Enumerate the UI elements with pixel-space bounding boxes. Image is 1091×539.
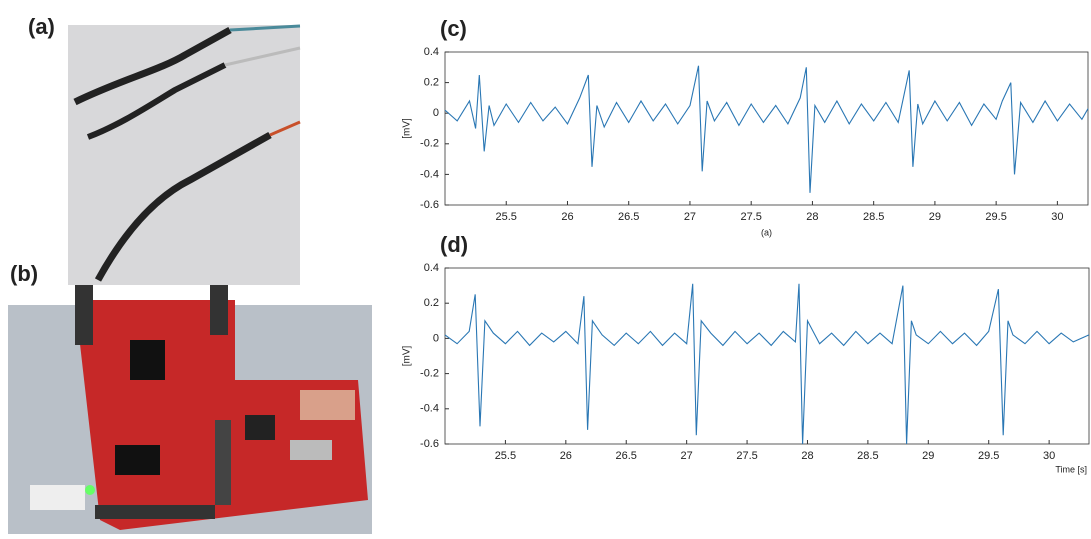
y-axis-label: [mV]	[402, 118, 413, 139]
chart-title: (d)	[440, 232, 468, 257]
x-tick-label: 26.5	[618, 211, 639, 223]
x-tick-label: 29.5	[978, 450, 999, 462]
photo-sensors: (a)	[28, 14, 301, 285]
panel-label: (a)	[28, 14, 55, 39]
y-tick-label: 0	[433, 332, 439, 344]
photo-board: (b)	[8, 261, 372, 534]
chart-title: (c)	[440, 16, 467, 41]
x-tick-label: 26	[560, 450, 572, 462]
x-tick-label: 29	[929, 211, 941, 223]
signal-line	[444, 283, 1090, 445]
x-tick-label: 25.5	[495, 450, 516, 462]
y-tick-label: -0.2	[420, 368, 439, 380]
panel-label: (b)	[10, 261, 38, 286]
y-tick-label: -0.4	[420, 168, 439, 180]
y-axis-label: [mV]	[402, 346, 413, 367]
y-tick-label: 0.2	[424, 297, 439, 309]
x-tick-label: 27	[681, 450, 693, 462]
x-tick-label: 28	[806, 211, 818, 223]
signal-line	[444, 65, 1089, 193]
x-tick-label: 29.5	[985, 211, 1006, 223]
x-tick-label: 27	[684, 211, 696, 223]
x-tick-label: 29	[922, 450, 934, 462]
x-tick-label: 30	[1051, 211, 1063, 223]
x-tick-label: 26.5	[616, 450, 637, 462]
y-tick-label: -0.4	[420, 403, 439, 415]
x-tick-label: 28	[801, 450, 813, 462]
y-tick-label: 0.2	[424, 77, 439, 89]
y-tick-label: -0.2	[420, 138, 439, 150]
x-tick-label: 25.5	[496, 211, 517, 223]
x-tick-label: 28.5	[863, 211, 884, 223]
plot-frame	[444, 267, 1090, 445]
plot-frame	[444, 51, 1089, 206]
y-tick-label: -0.6	[420, 199, 439, 211]
x-tick-label: 28.5	[857, 450, 878, 462]
y-tick-label: 0.4	[424, 46, 439, 58]
x-tick-label: 26	[561, 211, 573, 223]
x-axis-label: (a)	[761, 227, 772, 237]
y-tick-label: -0.6	[420, 438, 439, 450]
y-tick-label: 0	[433, 107, 439, 119]
x-tick-label: 30	[1043, 450, 1055, 462]
x-tick-label: 27.5	[740, 211, 761, 223]
x-axis-label: Time [s]	[1055, 464, 1087, 474]
x-tick-label: 27.5	[736, 450, 757, 462]
y-tick-label: 0.4	[424, 262, 439, 274]
